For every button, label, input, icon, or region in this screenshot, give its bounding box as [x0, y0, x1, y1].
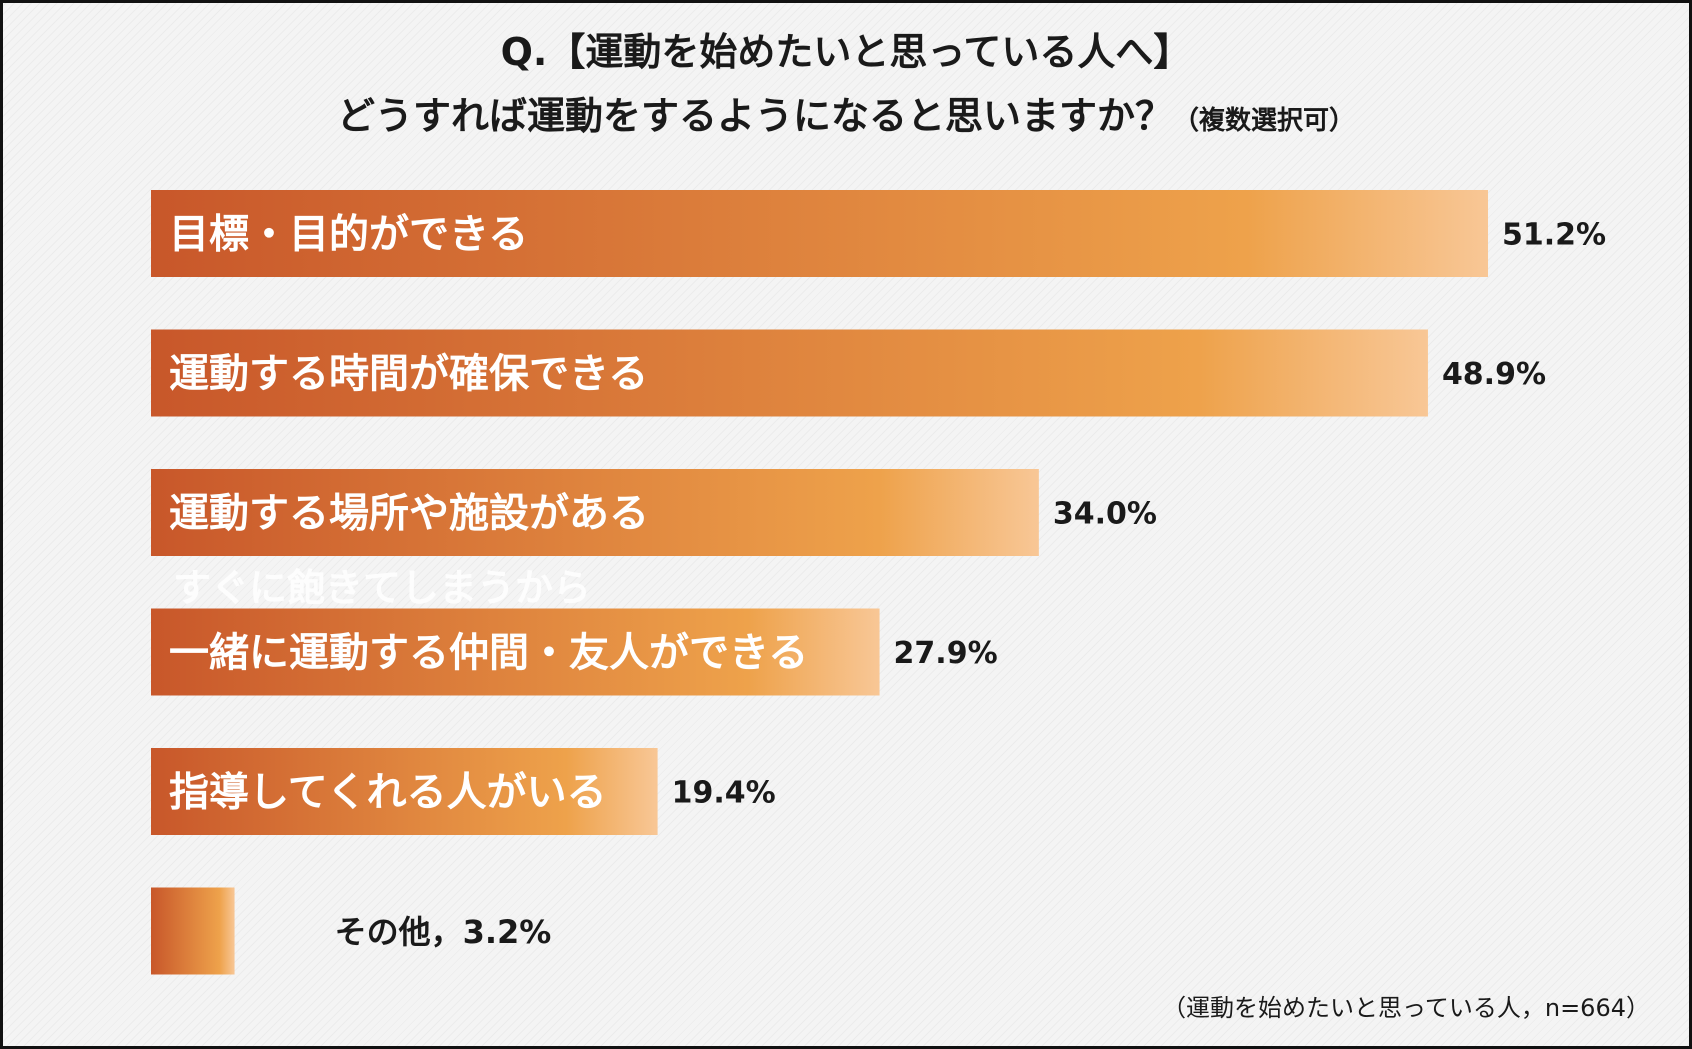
- bar-1: [151, 190, 1488, 277]
- value-label-6: その他，3.2%: [335, 913, 552, 951]
- chart-title-line-1: Q.【運動を始めたいと思っている人へ】: [500, 30, 1192, 74]
- chart-title-note: （複数選択可）: [1173, 106, 1356, 136]
- value-label-5: 19.4%: [672, 776, 776, 811]
- bar-6: [151, 887, 235, 975]
- bar-label-4: 一緒に運動する仲間・友人ができる: [169, 630, 808, 676]
- bar-label-5: 指導してくれる人がいる: [169, 770, 607, 816]
- value-label-2: 48.9%: [1442, 357, 1546, 392]
- bar-2: [151, 329, 1428, 417]
- bar-5: [151, 748, 658, 835]
- bar-label-3: 運動する場所や施設がある: [169, 491, 649, 537]
- value-label-1: 51.2%: [1502, 218, 1606, 253]
- value-label-4: 27.9%: [894, 636, 998, 671]
- sample-footnote: （運動を始めたいと思っている人，n=664）: [1162, 994, 1650, 1022]
- chart-title-line-2: どうすれば運動をするようになると思いますか？（複数選択可）: [0, 92, 1692, 145]
- value-label-3: 34.0%: [1053, 497, 1157, 532]
- bar-3: [151, 469, 1039, 556]
- bar-label-2: 運動する時間が確保できる: [169, 351, 648, 397]
- bar-4: [151, 608, 880, 696]
- bar-label-1: 目標・目的ができる: [169, 212, 528, 258]
- bar-group: 目標・目的ができる 51.2% 運動する時間が確保できる 48.9% 運動する場所や施設…: [151, 190, 1606, 975]
- ghost-label: すぐに飽きてしまうから: [173, 566, 591, 610]
- chart-title-question: どうすれば運動をするようになると思いますか？: [336, 94, 1173, 138]
